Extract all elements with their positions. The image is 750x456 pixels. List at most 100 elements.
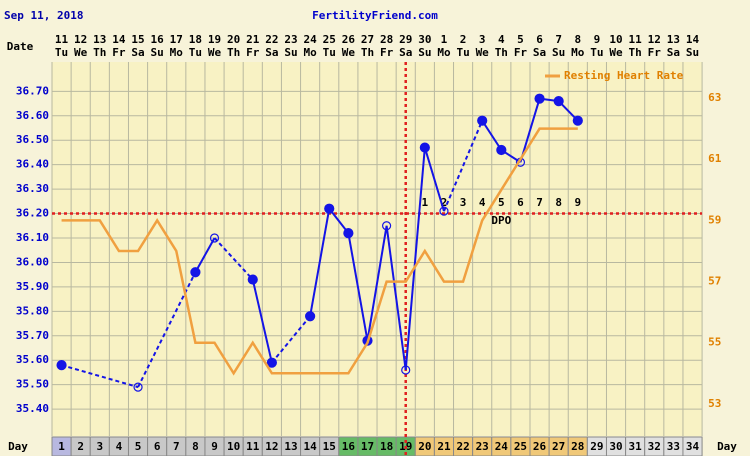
temperature-point <box>247 274 258 285</box>
dpo-label: 9 <box>574 196 581 209</box>
temperature-segment <box>213 237 254 281</box>
date-label: 8 <box>574 33 581 46</box>
dpo-label: 5 <box>498 196 505 209</box>
day-label: 30 <box>609 440 622 453</box>
day-label: 3 <box>96 440 103 453</box>
date-label: 18 <box>189 33 202 46</box>
temperature-point <box>419 142 430 153</box>
date-label: 14 <box>112 33 126 46</box>
y-tick-label: 35.80 <box>16 304 49 317</box>
day-label: 20 <box>418 440 431 453</box>
dpo-label: 3 <box>460 196 467 209</box>
temperature-segment <box>366 225 388 341</box>
weekday-label: Tu <box>456 46 469 59</box>
day-label: 16 <box>342 440 356 453</box>
day-label: 34 <box>686 440 700 453</box>
weekday-label: Su <box>284 46 297 59</box>
dpo-label: 7 <box>536 196 543 209</box>
date-label: 2 <box>460 33 467 46</box>
temperature-segment <box>251 279 273 363</box>
date-label: 12 <box>74 33 87 46</box>
date-label: 3 <box>479 33 486 46</box>
weekday-label: Su <box>686 46 699 59</box>
legend-label: Resting Heart Rate <box>564 69 684 82</box>
chart-date: Sep 11, 2018 <box>4 9 83 22</box>
weekday-label: We <box>74 46 88 59</box>
date-label: 15 <box>131 33 144 46</box>
y-tick-label: 35.40 <box>16 402 49 415</box>
weekday-label: Sa <box>667 46 680 59</box>
day-label: 9 <box>211 440 218 453</box>
temperature-segment <box>347 232 369 341</box>
day-label: 18 <box>380 440 393 453</box>
day-label: 14 <box>303 440 317 453</box>
weekday-label: Su <box>418 46 431 59</box>
day-label: 6 <box>154 440 161 453</box>
y-tick-label: 36.10 <box>16 231 49 244</box>
date-label: 10 <box>609 33 622 46</box>
date-label: 28 <box>380 33 393 46</box>
date-label: 20 <box>227 33 240 46</box>
date-label: 4 <box>498 33 505 46</box>
weekday-label: Mo <box>170 46 184 59</box>
y2-tick-label: 53 <box>708 397 721 410</box>
weekday-label: Su <box>151 46 164 59</box>
temperature-point <box>477 115 488 126</box>
date-label: 30 <box>418 33 431 46</box>
date-label: 13 <box>93 33 106 46</box>
day-label: 5 <box>135 440 142 453</box>
y-tick-label: 35.60 <box>16 353 49 366</box>
temperature-segment <box>423 147 445 212</box>
temperature-segment <box>194 237 216 273</box>
dpo-title: DPO <box>491 214 511 227</box>
day-label: 1 <box>58 440 65 453</box>
weekday-label: Mo <box>303 46 317 59</box>
weekday-label: Th <box>629 46 642 59</box>
day-label: 29 <box>590 440 603 453</box>
dpo-label: 2 <box>441 196 448 209</box>
dpo-label: 1 <box>422 196 429 209</box>
weekday-label: We <box>609 46 623 59</box>
y-tick-label: 36.50 <box>16 133 49 146</box>
y-tick-label: 36.70 <box>16 84 49 97</box>
temperature-segment <box>519 98 541 163</box>
day-label: 12 <box>265 440 278 453</box>
date-label: 23 <box>284 33 297 46</box>
weekday-label: Th <box>495 46 508 59</box>
y-tick-label: 36.20 <box>16 207 49 220</box>
date-label: 6 <box>536 33 543 46</box>
temperature-point <box>324 203 335 214</box>
weekday-label: Fr <box>514 46 528 59</box>
day-label: 10 <box>227 440 240 453</box>
weekday-label: Mo <box>571 46 585 59</box>
day-row-label-right: Day <box>717 440 737 453</box>
day-row-label: Day <box>8 440 28 453</box>
date-label: 5 <box>517 33 524 46</box>
day-label: 33 <box>667 440 680 453</box>
weekday-label: Sa <box>265 46 278 59</box>
day-label: 13 <box>284 440 297 453</box>
temperature-segment <box>481 120 503 151</box>
temperature-point <box>190 267 201 278</box>
temperature-segment <box>61 364 139 389</box>
day-label: 2 <box>77 440 84 453</box>
weekday-label: Tu <box>323 46 336 59</box>
date-label: 12 <box>648 33 661 46</box>
temperature-point <box>439 206 449 216</box>
y2-tick-label: 63 <box>708 91 721 104</box>
y-tick-label: 35.50 <box>16 378 49 391</box>
temperature-segment <box>271 315 311 364</box>
weekday-label: We <box>476 46 490 59</box>
date-label: 27 <box>361 33 374 46</box>
date-label: 16 <box>151 33 165 46</box>
y-tick-label: 36.30 <box>16 182 49 195</box>
temperature-segment <box>309 208 331 317</box>
y-tick-label: 36.40 <box>16 158 49 171</box>
weekday-label: Fr <box>246 46 260 59</box>
day-label: 8 <box>192 440 199 453</box>
y-tick-label: 36.60 <box>16 109 49 122</box>
temperature-point <box>496 144 507 156</box>
temperature-segment <box>443 120 484 212</box>
day-label: 21 <box>437 440 451 453</box>
